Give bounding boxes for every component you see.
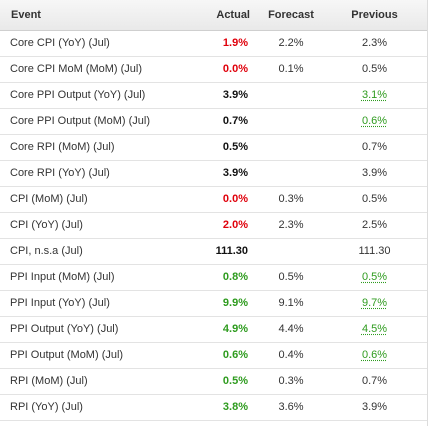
event-name-cell[interactable]: PPI Output (MoM) (Jul) [0,342,200,369]
table-row[interactable]: PPI Input (MoM) (Jul) 0.8% 0.5% 0.5% [0,264,427,291]
previous-value: 2.5% [361,219,388,231]
table-row[interactable]: Core CPI (YoY) (Jul) 1.9% 2.2% 2.3% [0,30,427,57]
actual-value-cell: 0.8% [200,264,260,291]
event-name-cell[interactable]: Core PPI Output (YoY) (Jul) [0,82,200,109]
table-row[interactable]: CPI, n.s.a (Jul) 111.30 111.30 [0,238,427,265]
actual-value-cell: 2.0% [200,212,260,239]
previous-value-cell: 0.5% [322,56,427,83]
actual-value-cell: 1.9% [200,30,260,57]
previous-value: 0.7% [361,375,388,387]
actual-value-cell: 111.30 [200,238,260,265]
event-name-cell[interactable]: Core CPI MoM (MoM) (Jul) [0,56,200,83]
header-row: Event Actual Forecast Previous [0,0,427,31]
previous-revised-value[interactable]: 0.5% [361,271,388,283]
forecast-value-cell [260,238,322,265]
table-row[interactable]: Core PPI Output (YoY) (Jul) 3.9% 3.1% [0,82,427,109]
forecast-value-cell: 0.1% [260,56,322,83]
forecast-value-cell: 4.4% [260,316,322,343]
previous-value: 3.9% [361,401,388,413]
forecast-value-cell: 0.3% [260,368,322,395]
forecast-value-cell [260,82,322,109]
table-row[interactable]: RPI (YoY) (Jul) 3.8% 3.6% 3.9% [0,394,427,421]
forecast-value-cell [260,160,322,187]
previous-value-cell: 0.6% [322,108,427,135]
actual-value-cell: 9.9% [200,290,260,317]
actual-value-cell: 0.5% [200,368,260,395]
table-row[interactable]: Core PPI Output (MoM) (Jul) 0.7% 0.6% [0,108,427,135]
actual-value-cell: 3.9% [200,82,260,109]
event-name-cell[interactable]: Core CPI (YoY) (Jul) [0,30,200,57]
previous-value: 111.30 [358,245,391,257]
previous-value-cell: 3.9% [322,394,427,421]
table-row[interactable]: PPI Output (MoM) (Jul) 0.6% 0.4% 0.6% [0,342,427,369]
previous-value-cell: 0.7% [322,368,427,395]
forecast-value-cell: 0.4% [260,342,322,369]
actual-value-cell: 0.5% [200,134,260,161]
actual-value-cell: 0.6% [200,342,260,369]
previous-value-cell: 111.30 [322,238,427,265]
previous-value: 0.7% [361,141,388,153]
column-header-actual[interactable]: Actual [200,0,260,31]
forecast-value-cell [260,108,322,135]
forecast-value-cell: 3.6% [260,394,322,421]
previous-revised-value[interactable]: 3.1% [361,89,388,101]
event-name-cell[interactable]: PPI Output (YoY) (Jul) [0,316,200,343]
previous-value-cell: 0.6% [322,342,427,369]
event-name-cell[interactable]: Core RPI (YoY) (Jul) [0,160,200,187]
event-name-cell[interactable]: CPI, n.s.a (Jul) [0,238,200,265]
column-header-event[interactable]: Event [0,0,200,31]
event-name-cell[interactable]: PPI Input (MoM) (Jul) [0,264,200,291]
forecast-value-cell: 2.2% [260,30,322,57]
forecast-value-cell: 2.3% [260,212,322,239]
actual-value-cell: 0.0% [200,186,260,213]
table-row[interactable]: RPI (MoM) (Jul) 0.5% 0.3% 0.7% [0,368,427,395]
event-name-cell[interactable]: Core PPI Output (MoM) (Jul) [0,108,200,135]
previous-revised-value[interactable]: 0.6% [361,115,388,127]
previous-value-cell: 0.5% [322,186,427,213]
table-row[interactable]: CPI (MoM) (Jul) 0.0% 0.3% 0.5% [0,186,427,213]
previous-value-cell: 9.7% [322,290,427,317]
forecast-value-cell [260,134,322,161]
previous-value-cell: 0.7% [322,134,427,161]
column-header-previous[interactable]: Previous [322,0,427,31]
previous-value: 3.9% [361,167,388,179]
previous-revised-value[interactable]: 9.7% [361,297,388,309]
forecast-value-cell: 0.5% [260,264,322,291]
previous-value: 0.5% [361,63,388,75]
event-name-cell[interactable]: CPI (MoM) (Jul) [0,186,200,213]
actual-value-cell: 4.9% [200,316,260,343]
previous-value-cell: 3.1% [322,82,427,109]
previous-value: 2.3% [361,37,388,49]
table-row[interactable]: CPI (YoY) (Jul) 2.0% 2.3% 2.5% [0,212,427,239]
forecast-value-cell: 0.3% [260,186,322,213]
table-row[interactable]: PPI Output (YoY) (Jul) 4.9% 4.4% 4.5% [0,316,427,343]
actual-value-cell: 3.9% [200,160,260,187]
previous-value-cell: 3.9% [322,160,427,187]
previous-value: 0.5% [361,193,388,205]
previous-value-cell: 2.3% [322,30,427,57]
event-name-cell[interactable]: PPI Input (YoY) (Jul) [0,290,200,317]
table-row[interactable]: Core RPI (MoM) (Jul) 0.5% 0.7% [0,134,427,161]
column-header-forecast[interactable]: Forecast [260,0,322,31]
event-name-cell[interactable]: Core RPI (MoM) (Jul) [0,134,200,161]
event-name-cell[interactable]: RPI (MoM) (Jul) [0,368,200,395]
actual-value-cell: 0.7% [200,108,260,135]
previous-revised-value[interactable]: 0.6% [361,349,388,361]
table-row[interactable]: PPI Input (YoY) (Jul) 9.9% 9.1% 9.7% [0,290,427,317]
actual-value-cell: 3.8% [200,394,260,421]
actual-value-cell: 0.0% [200,56,260,83]
previous-value-cell: 0.5% [322,264,427,291]
event-name-cell[interactable]: RPI (YoY) (Jul) [0,394,200,421]
previous-value-cell: 2.5% [322,212,427,239]
previous-value-cell: 4.5% [322,316,427,343]
table-header: Event Actual Forecast Previous [0,0,427,31]
table-row[interactable]: Core RPI (YoY) (Jul) 3.9% 3.9% [0,160,427,187]
economic-events-table: Event Actual Forecast Previous Core CPI … [0,0,427,421]
table-body: Core CPI (YoY) (Jul) 1.9% 2.2% 2.3% Core CPI… [0,30,427,421]
table-row[interactable]: Core CPI MoM (MoM) (Jul) 0.0% 0.1% 0.5% [0,56,427,83]
forecast-value-cell: 9.1% [260,290,322,317]
previous-revised-value[interactable]: 4.5% [361,323,388,335]
event-name-cell[interactable]: CPI (YoY) (Jul) [0,212,200,239]
